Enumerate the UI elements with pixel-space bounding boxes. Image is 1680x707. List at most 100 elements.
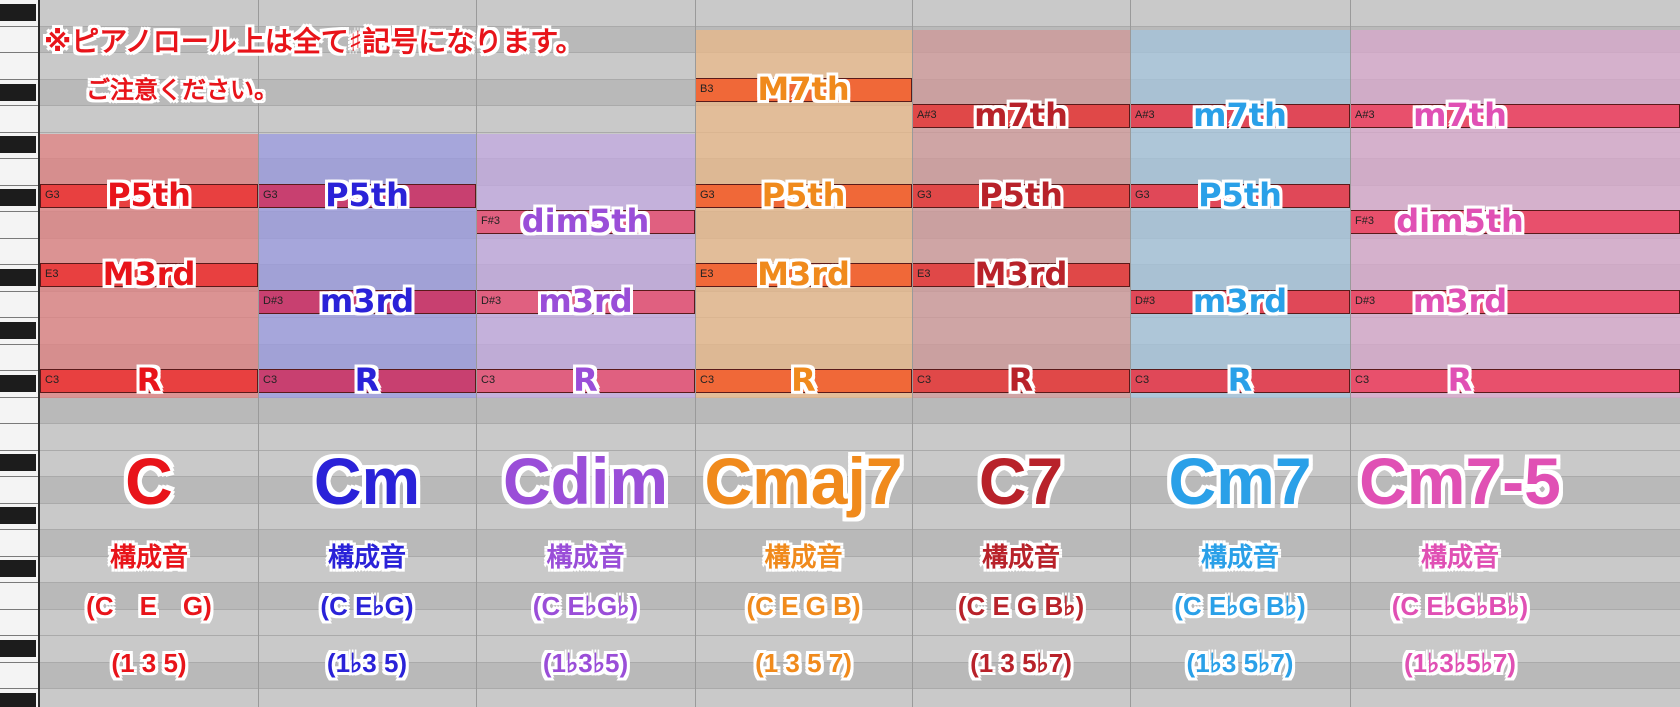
interval-label: m7th: [1413, 96, 1507, 134]
black-key[interactable]: [0, 560, 36, 577]
note-pitch-label: G3: [1135, 188, 1150, 201]
note-block[interactable]: G3: [1130, 183, 1350, 208]
note-pitch-label: G3: [700, 188, 715, 201]
white-key[interactable]: [0, 662, 38, 689]
black-key[interactable]: [0, 84, 36, 101]
white-key[interactable]: [0, 477, 38, 504]
interval-label: m3rd: [538, 281, 633, 320]
notice-line-2: ご注意ください。: [86, 76, 278, 104]
note-block[interactable]: E3: [40, 263, 258, 287]
grid-row: [40, 583, 1680, 610]
bar-divider: [912, 0, 913, 707]
grid-row: [40, 397, 1680, 424]
black-key[interactable]: [0, 693, 36, 707]
note-block[interactable]: D#3: [1130, 289, 1350, 314]
note-block[interactable]: G3: [258, 183, 476, 208]
white-key[interactable]: [0, 238, 38, 265]
white-key[interactable]: [0, 609, 38, 636]
bar-divider: [258, 0, 259, 707]
note-block[interactable]: C3: [695, 369, 912, 393]
note-pitch-label: F#3: [481, 215, 500, 227]
note-block[interactable]: E3: [695, 263, 912, 287]
white-key[interactable]: [0, 212, 38, 239]
chord-name: Cmaj7: [704, 444, 903, 518]
black-key[interactable]: [0, 136, 36, 153]
interval-label: P5th: [761, 175, 846, 214]
note-pitch-label: A#3: [1135, 109, 1155, 121]
interval-label: R: [136, 361, 162, 399]
black-key[interactable]: [0, 640, 36, 657]
note-block[interactable]: F#3: [476, 210, 695, 234]
chord-column-c: G3 P5th E3 M3rd C3 R C 構成音 (C E G) (1 3 5): [40, 0, 258, 707]
notice-line-1: ※ピアノロール上は全て♯記号になります。: [44, 25, 584, 58]
interval-label: M3rd: [974, 255, 1068, 293]
chord-tones-notes: (C E♭G): [320, 591, 414, 621]
black-key[interactable]: [0, 269, 36, 286]
piano-keyboard[interactable]: [0, 0, 40, 707]
note-pitch-label: C3: [263, 374, 278, 386]
note-block[interactable]: C3: [912, 369, 1130, 393]
chord-name: Cm: [313, 444, 421, 518]
white-key[interactable]: [0, 106, 38, 133]
interval-label: R: [1008, 361, 1034, 399]
chord-tones-notes: (C E♭G♭B♭): [1391, 591, 1529, 621]
chord-name: Cm7: [1168, 444, 1312, 518]
note-block[interactable]: C3: [40, 369, 258, 393]
white-key[interactable]: [0, 291, 38, 318]
note-block[interactable]: C3: [1350, 369, 1680, 393]
black-key[interactable]: [0, 189, 36, 206]
interval-label: P5th: [1198, 175, 1282, 214]
white-key[interactable]: [0, 583, 38, 610]
note-block[interactable]: B3: [695, 77, 912, 102]
note-block[interactable]: C3: [258, 369, 476, 393]
chord-tones-notes: (C E♭G B♭): [1174, 591, 1306, 621]
black-key[interactable]: [0, 507, 36, 524]
grid-row: [40, 662, 1680, 689]
white-key[interactable]: [0, 344, 38, 371]
chord-name: C: [125, 444, 173, 518]
note-pitch-label: C3: [917, 374, 932, 386]
grid-row: [40, 503, 1680, 530]
black-key[interactable]: [0, 454, 36, 471]
white-key[interactable]: [0, 159, 38, 186]
note-block[interactable]: G3: [695, 183, 912, 208]
note-block[interactable]: A#3: [1130, 104, 1350, 128]
note-pitch-label: C3: [45, 374, 60, 386]
black-key[interactable]: [0, 322, 36, 339]
grid-row: [40, 0, 1680, 27]
piano-roll-grid[interactable]: G3 P5th E3 M3rd C3 R C 構成音 (C E G) (1 3 5) G3 P5th D…: [40, 0, 1680, 707]
note-block[interactable]: G3: [40, 183, 258, 208]
black-key[interactable]: [0, 4, 36, 21]
grid-row: [40, 424, 1680, 451]
white-key[interactable]: [0, 424, 38, 451]
interval-label: m3rd: [1192, 281, 1288, 320]
note-block[interactable]: E3: [912, 263, 1130, 287]
chord-tones-title: 構成音: [981, 542, 1060, 572]
chord-tones-notes: (C E G): [86, 591, 212, 621]
chord-tones-title: 構成音: [1420, 542, 1499, 572]
white-key[interactable]: [0, 26, 38, 53]
interval-label: m7th: [974, 96, 1068, 134]
note-block[interactable]: D#3: [476, 289, 695, 314]
interval-label: P5th: [979, 175, 1063, 214]
note-block[interactable]: D#3: [1350, 289, 1680, 314]
note-block[interactable]: D#3: [258, 289, 476, 314]
chord-region: [1130, 30, 1350, 398]
grid-row: [40, 556, 1680, 583]
black-key[interactable]: [0, 375, 36, 392]
note-block[interactable]: C3: [476, 369, 695, 393]
note-block[interactable]: A#3: [1350, 104, 1680, 128]
chord-tones-degrees: (1♭3 5♭7): [1186, 648, 1294, 678]
interval-label: dim5th: [1396, 202, 1524, 240]
white-key[interactable]: [0, 53, 38, 80]
interval-label: R: [1227, 361, 1253, 399]
note-block[interactable]: G3: [912, 183, 1130, 208]
grid-row: [40, 450, 1680, 477]
chord-column-cdim: F#3 dim5th D#3 m3rd C3 R Cdim 構成音 (C E♭G♭) (1♭3♭5…: [476, 0, 695, 707]
note-block[interactable]: F#3: [1350, 210, 1680, 234]
note-block[interactable]: C3: [1130, 369, 1350, 393]
chord-region: [912, 30, 1130, 398]
white-key[interactable]: [0, 530, 38, 557]
grid-row: [40, 609, 1680, 636]
white-key[interactable]: [0, 397, 38, 424]
